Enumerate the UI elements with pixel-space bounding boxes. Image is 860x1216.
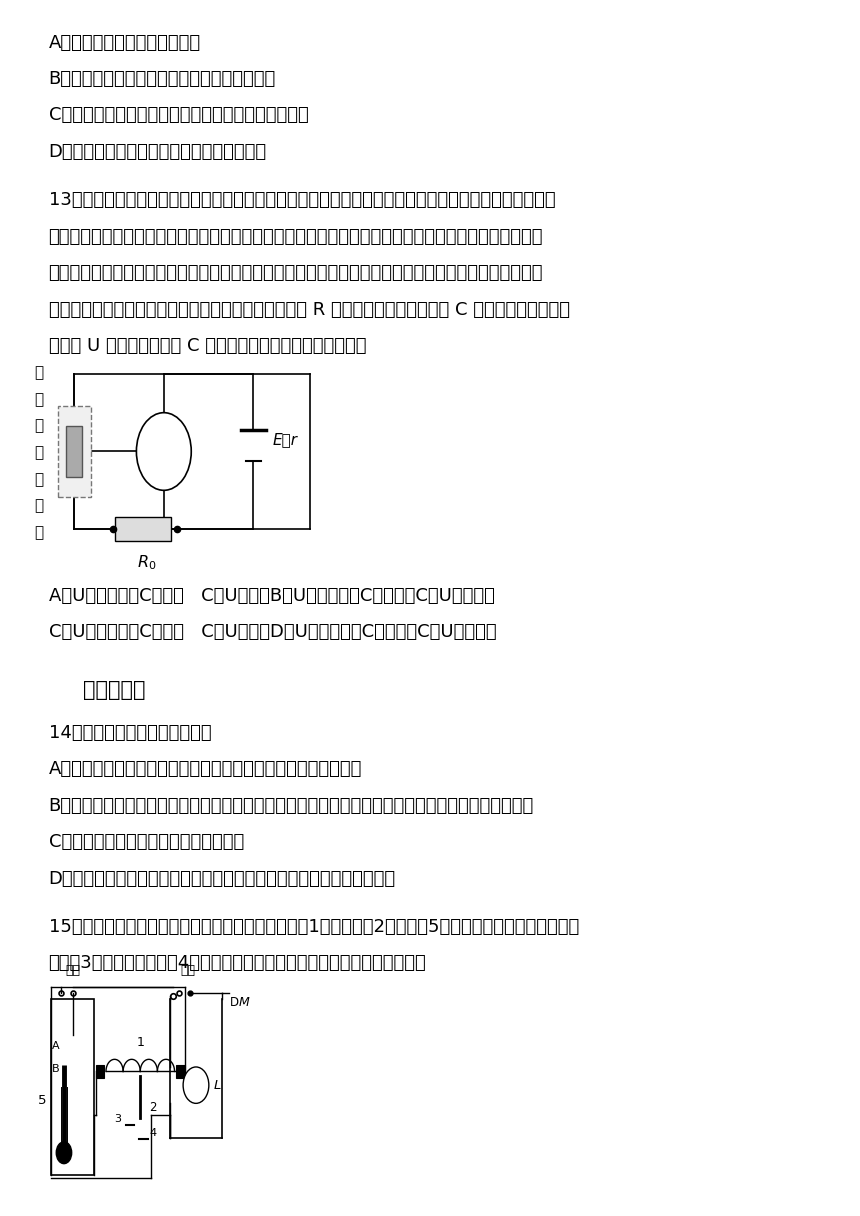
Text: 感: 感 — [34, 499, 44, 513]
Text: 3: 3 — [114, 1114, 121, 1124]
Text: C．电子秤所使用的测力装置是力传感器: C．电子秤所使用的测力装置是力传感器 — [48, 833, 243, 851]
Text: 器: 器 — [34, 525, 44, 540]
Text: 精: 精 — [34, 392, 44, 407]
Text: 2: 2 — [149, 1102, 157, 1114]
Text: E、r: E、r — [273, 432, 298, 446]
Text: V: V — [158, 443, 169, 461]
Bar — [115, 517, 171, 541]
Text: 4: 4 — [150, 1128, 157, 1138]
Text: D: D — [230, 996, 239, 1009]
Text: C．两个传感器可能分别是温度传感器、电容式传感器: C．两个传感器可能分别是温度传感器、电容式传感器 — [48, 107, 308, 124]
Text: 表示数 U 与酒精气体浓度 C 之间的对应关系正确的是（　　）: 表示数 U 与酒精气体浓度 C 之间的对应关系正确的是（ ） — [48, 337, 366, 355]
Text: B: B — [52, 1064, 59, 1074]
Text: 14．下列说法正确的是（　　）: 14．下列说法正确的是（ ） — [48, 724, 212, 742]
Bar — [51, 998, 94, 1175]
Text: 酒: 酒 — [34, 365, 44, 381]
Text: 的电路中，不同的酒精气体浓度对应着传感器的不同电阻，这样，显示仪表的指针就与酒精气体浓度有了: 的电路中，不同的酒精气体浓度对应着传感器的不同电阻，这样，显示仪表的指针就与酒精… — [48, 264, 543, 282]
Circle shape — [56, 1142, 71, 1164]
Bar — [95, 1065, 104, 1077]
Text: A．两个传感器都是光电传感器: A．两个传感器都是光电传感器 — [48, 34, 200, 51]
Text: B．两个传感器分别是光电传感器和温度传感器: B．两个传感器分别是光电传感器和温度传感器 — [48, 71, 276, 88]
Circle shape — [137, 412, 191, 490]
Text: D．只有光照和温度都适合时排气扇才能工作: D．只有光照和温度都适合时排气扇才能工作 — [48, 142, 267, 161]
Bar — [176, 1065, 185, 1077]
Text: $R_0$: $R_0$ — [137, 553, 157, 573]
Text: M: M — [239, 996, 249, 1009]
Text: 15．如图所示为温度自动报警器的工作原理图，图中1是电磁铁、2是衔铁，5是水银温度计（水银导电）。: 15．如图所示为温度自动报警器的工作原理图，图中1是电磁铁、2是衔铁，5是水银温… — [48, 918, 579, 936]
Bar — [66, 427, 83, 477]
Text: 二、多选题: 二、多选题 — [83, 681, 145, 700]
Text: 5: 5 — [39, 1094, 46, 1108]
Text: A．U越大，表示C越小，   C与U成反比B．U越大，表示C越小，但C与U不成反比: A．U越大，表示C越小， C与U成反比B．U越大，表示C越小，但C与U不成反比 — [48, 587, 494, 604]
Text: 1: 1 — [137, 1036, 144, 1049]
Text: 体: 体 — [34, 445, 44, 460]
Text: C．U越大，表示C越大，   C与U成正比D．U越大，表示C越大，但C与U不成正比: C．U越大，表示C越大， C与U成正比D．U越大，表示C越大，但C与U不成正比 — [48, 624, 496, 641]
Text: 电源: 电源 — [65, 964, 80, 978]
Text: 气: 气 — [34, 418, 44, 434]
Circle shape — [183, 1066, 209, 1103]
Text: 电源: 电源 — [181, 964, 196, 978]
Text: A: A — [52, 1041, 59, 1051]
Text: 对应关系。如果二氧化锡半导体型酒精气体传感器电阻 R 的倒数与酒精气体的浓度 C 成正比，那么，电压: 对应关系。如果二氧化锡半导体型酒精气体传感器电阻 R 的倒数与酒精气体的浓度 C… — [48, 300, 569, 319]
Text: 常温下3触点处于断开状态4触点处于闭合状态，则下列说法正确的是（　　）: 常温下3触点处于断开状态4触点处于闭合状态，则下列说法正确的是（ ） — [48, 955, 427, 973]
Text: B．电熨斗能够自动控制温度的原因是它装有双金属片温度传感器，这种传感器作用是控制电路的通断: B．电熨斗能够自动控制温度的原因是它装有双金属片温度传感器，这种传感器作用是控制… — [48, 796, 534, 815]
Text: 13．酒精测试仪用于对机动车驾驶人员是否酒后驾车及其他严禁酒后作业人员的现场检测，它利用的是一: 13．酒精测试仪用于对机动车驾驶人员是否酒后驾车及其他严禁酒后作业人员的现场检测… — [48, 191, 556, 209]
Bar — [58, 406, 90, 497]
Text: 传: 传 — [34, 472, 44, 486]
Text: A．话筒是一种常用的声传感器，其作用是将电信号转换为声信号: A．话筒是一种常用的声传感器，其作用是将电信号转换为声信号 — [48, 760, 362, 778]
Text: D．半导体热敏电阻常用作温度传感器，因为温度越高，它的电阻值越大: D．半导体热敏电阻常用作温度传感器，因为温度越高，它的电阻值越大 — [48, 869, 396, 888]
Text: L: L — [214, 1079, 221, 1092]
Text: 种二氧化锡半导体型酒精气体传感器。酒精气体传感器的电阻随酒精气体浓度的变化而变化，在如图所示: 种二氧化锡半导体型酒精气体传感器。酒精气体传感器的电阻随酒精气体浓度的变化而变化… — [48, 227, 543, 246]
